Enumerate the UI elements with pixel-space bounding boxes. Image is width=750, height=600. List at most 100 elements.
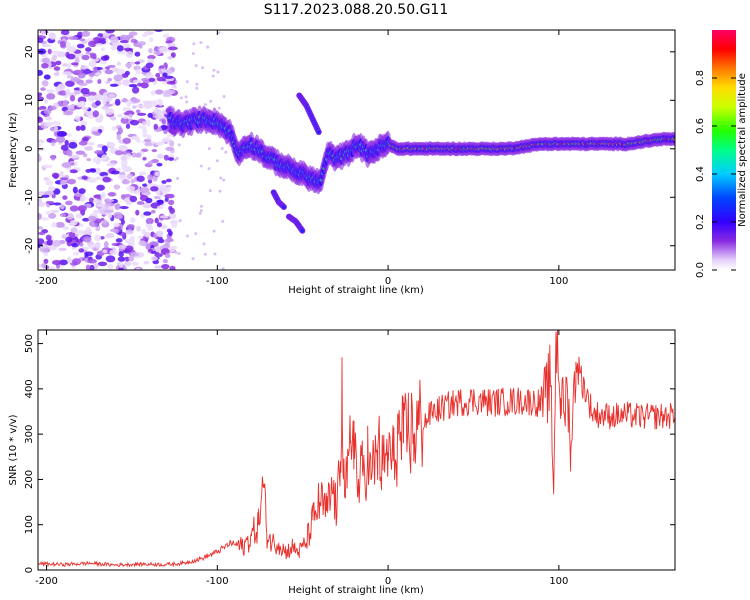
noise-speck [43, 251, 49, 257]
noise-speck [51, 155, 56, 161]
noise-speck [66, 53, 76, 60]
noise-speck [138, 43, 143, 49]
noise-speck [61, 234, 67, 239]
noise-speck [38, 238, 45, 245]
noise-speck [135, 209, 140, 216]
noise-speck [117, 174, 127, 181]
snr-series-line [38, 330, 675, 568]
noise-speck [58, 247, 67, 251]
noise-speck [154, 171, 160, 176]
noise-speck [161, 180, 167, 184]
noise-speck [56, 135, 66, 143]
noise-speck [142, 100, 152, 105]
noise-speck [87, 95, 96, 102]
noise-speck [102, 219, 108, 225]
noise-speck [41, 263, 47, 269]
noise-speck [68, 36, 78, 41]
noise-speck [100, 55, 109, 61]
noise-speck [165, 146, 175, 151]
noise-speck [208, 189, 212, 193]
noise-speck [55, 86, 61, 93]
noise-speck [192, 42, 196, 46]
noise-speck [89, 52, 95, 59]
noise-speck [137, 59, 145, 63]
noise-speck [123, 47, 134, 51]
noise-speck [126, 100, 131, 108]
noise-speck [125, 62, 132, 68]
noise-speck [68, 104, 75, 109]
noise-speck [203, 252, 207, 256]
noise-speck [95, 167, 101, 175]
noise-speck [215, 159, 219, 163]
noise-speck [76, 230, 86, 235]
noise-speck [59, 203, 65, 210]
noise-speck [147, 58, 155, 64]
noise-speck [60, 177, 69, 181]
noise-speck [122, 107, 131, 112]
noise-speck [222, 95, 226, 99]
noise-speck [109, 228, 119, 233]
noise-speck [213, 252, 217, 256]
noise-speck [68, 141, 78, 149]
noise-speck [93, 209, 101, 214]
noise-speck [125, 229, 134, 235]
noise-speck [209, 99, 213, 103]
noise-speck [130, 178, 135, 184]
noise-speck [177, 143, 181, 147]
y-tick-label: -20 [24, 238, 35, 254]
noise-speck [147, 160, 154, 165]
noise-speck [43, 98, 49, 104]
noise-speck [62, 225, 70, 231]
noise-speck [121, 159, 128, 166]
noise-speck [88, 197, 95, 203]
noise-speck [194, 64, 198, 68]
noise-speck [184, 95, 188, 99]
noise-speck [125, 50, 134, 58]
noise-speck [43, 108, 52, 115]
noise-speck [121, 79, 130, 86]
noise-speck [79, 100, 87, 107]
noise-speck [165, 184, 172, 188]
noise-speck [194, 232, 198, 236]
noise-speck [87, 215, 97, 222]
noise-speck [70, 227, 78, 234]
noise-speck [58, 90, 68, 96]
noise-speck [109, 249, 118, 256]
y-tick-label: 100 [24, 515, 35, 534]
noise-speck [95, 100, 101, 106]
x-tick-label: 100 [549, 576, 568, 587]
noise-speck [48, 32, 57, 40]
noise-speck [141, 120, 147, 126]
noise-speck [185, 80, 189, 84]
noise-speck [113, 222, 120, 228]
noise-speck [44, 190, 55, 196]
noise-speck [124, 245, 134, 252]
noise-speck [105, 233, 115, 239]
noise-speck [45, 200, 55, 205]
noise-speck [201, 66, 205, 70]
noise-speck [147, 112, 153, 118]
noise-speck [118, 262, 124, 268]
noise-speck [126, 201, 132, 206]
noise-speck [199, 164, 203, 168]
y-tick-label: 200 [24, 470, 35, 489]
noise-speck [55, 60, 62, 66]
noise-speck [178, 219, 182, 223]
noise-speck [167, 46, 178, 51]
noise-speck [56, 131, 67, 137]
noise-speck [42, 164, 53, 169]
noise-speck [136, 201, 145, 205]
noise-speck [78, 140, 88, 146]
noise-speck [175, 156, 179, 160]
noise-speck [61, 162, 72, 168]
noise-speck [162, 258, 168, 264]
noise-speck [153, 123, 159, 130]
noise-speck [118, 251, 124, 258]
noise-speck [81, 137, 90, 142]
noise-speck [142, 127, 148, 135]
noise-speck [51, 259, 62, 266]
noise-speck [38, 69, 44, 76]
noise-speck [75, 150, 85, 155]
noise-speck [108, 142, 116, 148]
noise-speck [165, 89, 176, 95]
